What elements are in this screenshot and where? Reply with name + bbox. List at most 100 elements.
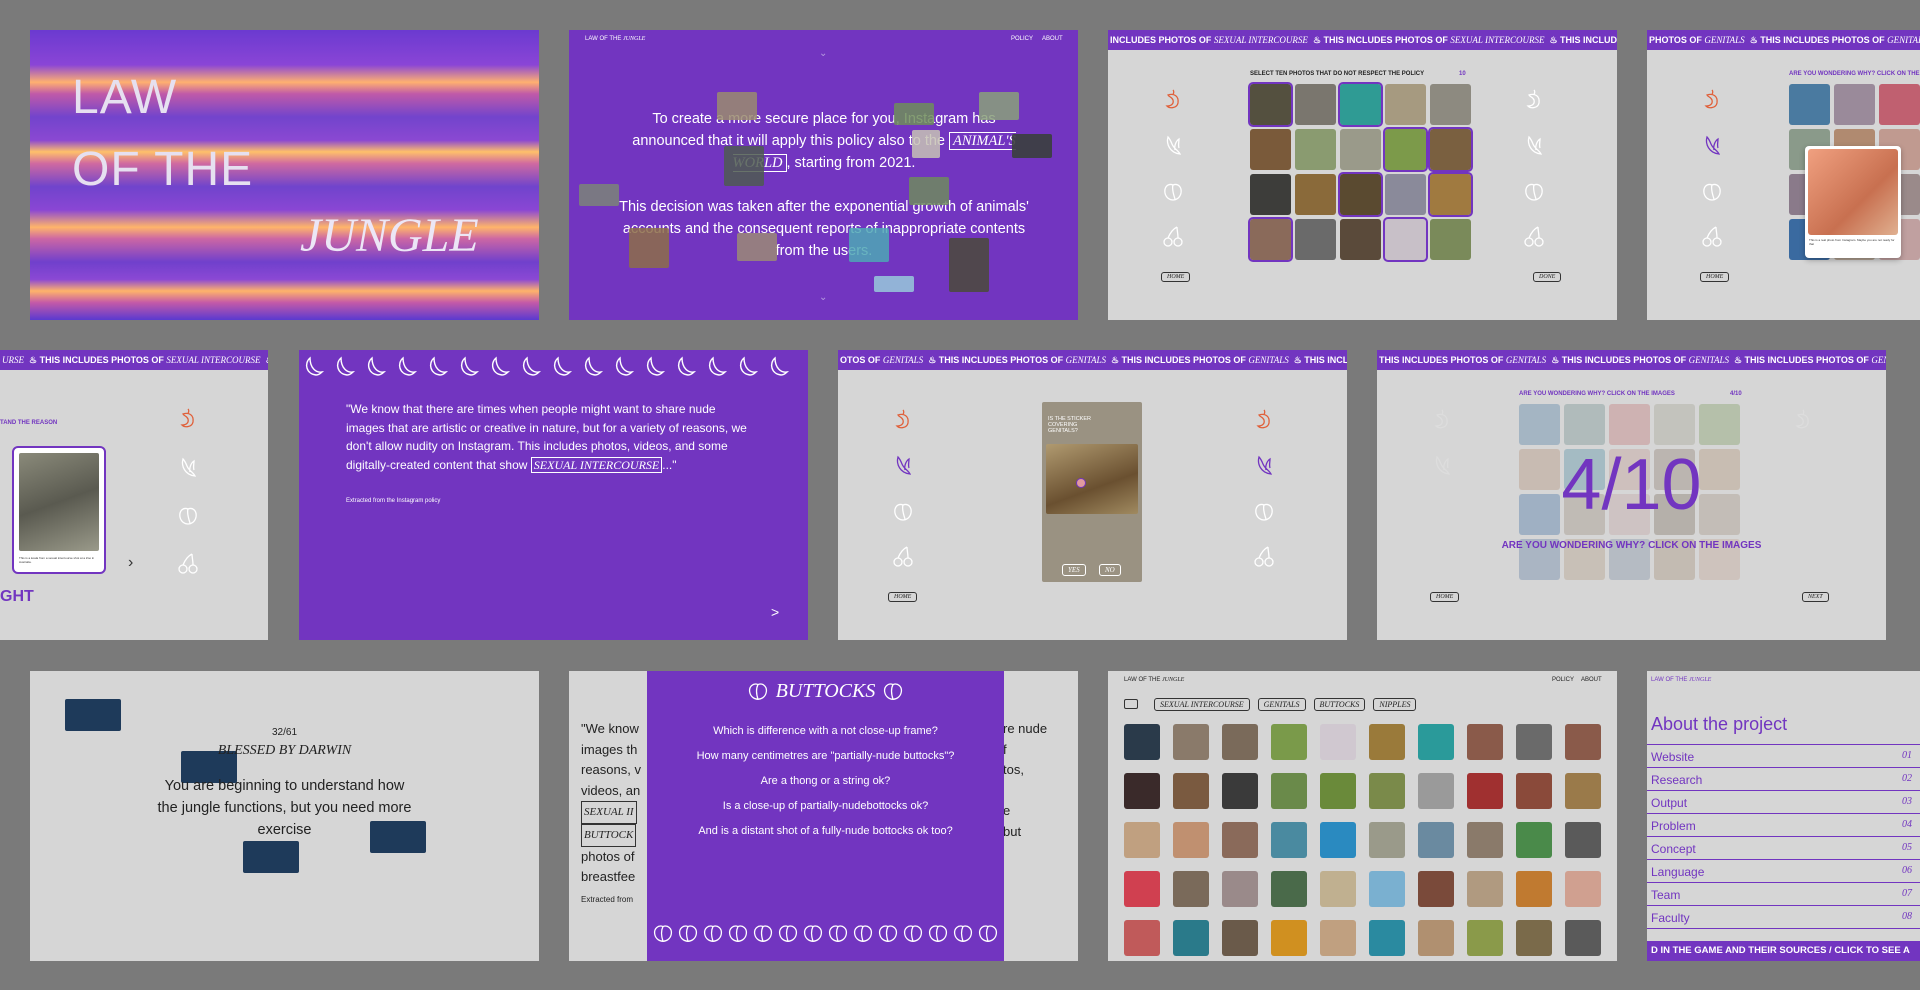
- gallery-photo[interactable]: [1516, 920, 1552, 956]
- grid-photo[interactable]: [1699, 539, 1740, 580]
- grid-photo[interactable]: [1609, 449, 1650, 490]
- gallery-photo[interactable]: [1565, 871, 1601, 907]
- grid-photo[interactable]: [1338, 172, 1383, 217]
- gallery-photo[interactable]: [1418, 871, 1454, 907]
- brand[interactable]: LAW OF THE JUNGLE: [1124, 677, 1185, 683]
- banana-icon[interactable]: [1251, 453, 1277, 479]
- gallery-photo[interactable]: [1516, 773, 1552, 809]
- grid-photo[interactable]: [1699, 449, 1740, 490]
- nav-about[interactable]: ABOUT: [1042, 36, 1063, 42]
- gallery-photo[interactable]: [1320, 920, 1356, 956]
- grid-photo[interactable]: [1654, 539, 1695, 580]
- peach-icon[interactable]: [1160, 178, 1186, 204]
- gallery-photo[interactable]: [1271, 724, 1307, 760]
- gallery-photo[interactable]: [1369, 871, 1405, 907]
- grid-photo[interactable]: [1519, 494, 1560, 535]
- grid-photo[interactable]: [1428, 127, 1473, 172]
- about-item[interactable]: Problem 04: [1647, 814, 1920, 837]
- nav-about[interactable]: ABOUT: [1581, 677, 1602, 683]
- gallery-photo[interactable]: [1565, 920, 1601, 956]
- about-item[interactable]: Faculty 08: [1647, 906, 1920, 929]
- post-card[interactable]: This is a koala from a sexual intercours…: [12, 446, 106, 574]
- pepper-icon[interactable]: [1429, 406, 1455, 432]
- grid-photo[interactable]: [1519, 404, 1560, 445]
- gallery-photo[interactable]: [1516, 822, 1552, 858]
- nav-policy[interactable]: POLICY: [1011, 36, 1034, 42]
- about-item[interactable]: Research 02: [1647, 768, 1920, 791]
- about-item[interactable]: Website 01: [1647, 745, 1920, 768]
- gallery-photo[interactable]: [1565, 822, 1601, 858]
- home-button[interactable]: HOME: [1430, 592, 1460, 602]
- banana-icon[interactable]: [1160, 133, 1186, 159]
- gallery-photo[interactable]: [1565, 724, 1601, 760]
- chevron-down-icon[interactable]: ⌄: [819, 48, 828, 59]
- tag-sexual-intercourse[interactable]: SEXUAL INTERCOURSE: [1154, 698, 1250, 711]
- gallery-photo[interactable]: [1271, 773, 1307, 809]
- tag-buttocks[interactable]: BUTTOCKS: [1313, 698, 1366, 711]
- gallery-photo[interactable]: [1124, 724, 1160, 760]
- gallery-photo[interactable]: [1320, 724, 1356, 760]
- brand[interactable]: LAW OF THE JUNGLE: [585, 36, 646, 42]
- gallery-photo[interactable]: [1565, 773, 1601, 809]
- gallery-photo[interactable]: [1222, 822, 1258, 858]
- pepper-icon[interactable]: [890, 406, 916, 432]
- gallery-photo[interactable]: [1124, 871, 1160, 907]
- grid-photo[interactable]: [1338, 82, 1383, 127]
- gallery-photo[interactable]: [1369, 724, 1405, 760]
- grid-photo[interactable]: [1699, 494, 1740, 535]
- peach-icon[interactable]: [1699, 178, 1725, 204]
- about-item[interactable]: Concept 05: [1647, 837, 1920, 860]
- grid-photo[interactable]: [1564, 404, 1605, 445]
- gallery-photo[interactable]: [1124, 773, 1160, 809]
- cherry-icon[interactable]: [1521, 223, 1547, 249]
- no-button[interactable]: NO: [1099, 564, 1121, 576]
- gallery-photo[interactable]: [1467, 724, 1503, 760]
- gallery-photo[interactable]: [1467, 871, 1503, 907]
- gallery-photo[interactable]: [1222, 920, 1258, 956]
- grid-photo[interactable]: [1564, 494, 1605, 535]
- grid-photo[interactable]: [1519, 449, 1560, 490]
- grid-photo[interactable]: [1654, 404, 1695, 445]
- pepper-icon[interactable]: [1699, 86, 1725, 112]
- home-button[interactable]: HOME: [1161, 272, 1191, 282]
- banana-icon[interactable]: [175, 455, 201, 481]
- grid-photo[interactable]: [1295, 129, 1336, 170]
- grid-photo[interactable]: [1879, 84, 1920, 125]
- grid-photo[interactable]: [1428, 172, 1473, 217]
- gallery-photo[interactable]: [1418, 724, 1454, 760]
- grid-photo[interactable]: [1564, 539, 1605, 580]
- tag-genitals[interactable]: GENITALS: [1257, 698, 1306, 711]
- grid-photo[interactable]: [1383, 127, 1428, 172]
- yes-button[interactable]: YES: [1062, 564, 1086, 576]
- panel-title-screen[interactable]: LAW OF THE JUNGLE: [30, 30, 539, 320]
- grid-photo[interactable]: [1699, 404, 1740, 445]
- grid-photo[interactable]: [1430, 219, 1471, 260]
- gallery-photo[interactable]: [1467, 773, 1503, 809]
- grid-photo[interactable]: [1295, 174, 1336, 215]
- grid-photo[interactable]: [1834, 84, 1875, 125]
- gallery-photo[interactable]: [1369, 822, 1405, 858]
- sticker[interactable]: [1076, 478, 1086, 488]
- next-button[interactable]: NEXT: [1802, 592, 1829, 602]
- chevron-down-icon[interactable]: ⌄: [819, 292, 828, 303]
- grid-photo[interactable]: [1250, 129, 1291, 170]
- pepper-icon[interactable]: [1160, 86, 1186, 112]
- grid-photo[interactable]: [1789, 84, 1830, 125]
- gallery-photo[interactable]: [1320, 773, 1356, 809]
- peach-icon[interactable]: [1521, 178, 1547, 204]
- cherry-icon[interactable]: [1160, 223, 1186, 249]
- banana-icon[interactable]: [890, 453, 916, 479]
- gallery-photo[interactable]: [1369, 773, 1405, 809]
- gallery-photo[interactable]: [1222, 724, 1258, 760]
- about-item[interactable]: Team 07: [1647, 883, 1920, 906]
- gallery-photo[interactable]: [1173, 822, 1209, 858]
- gallery-photo[interactable]: [1124, 920, 1160, 956]
- gallery-photo[interactable]: [1271, 871, 1307, 907]
- grid-photo[interactable]: [1609, 539, 1650, 580]
- gallery-photo[interactable]: [1320, 822, 1356, 858]
- cherry-icon[interactable]: [175, 550, 201, 576]
- about-item[interactable]: Language 06: [1647, 860, 1920, 883]
- pepper-icon[interactable]: [1521, 86, 1547, 112]
- gallery-photo[interactable]: [1320, 871, 1356, 907]
- gallery-photo[interactable]: [1467, 822, 1503, 858]
